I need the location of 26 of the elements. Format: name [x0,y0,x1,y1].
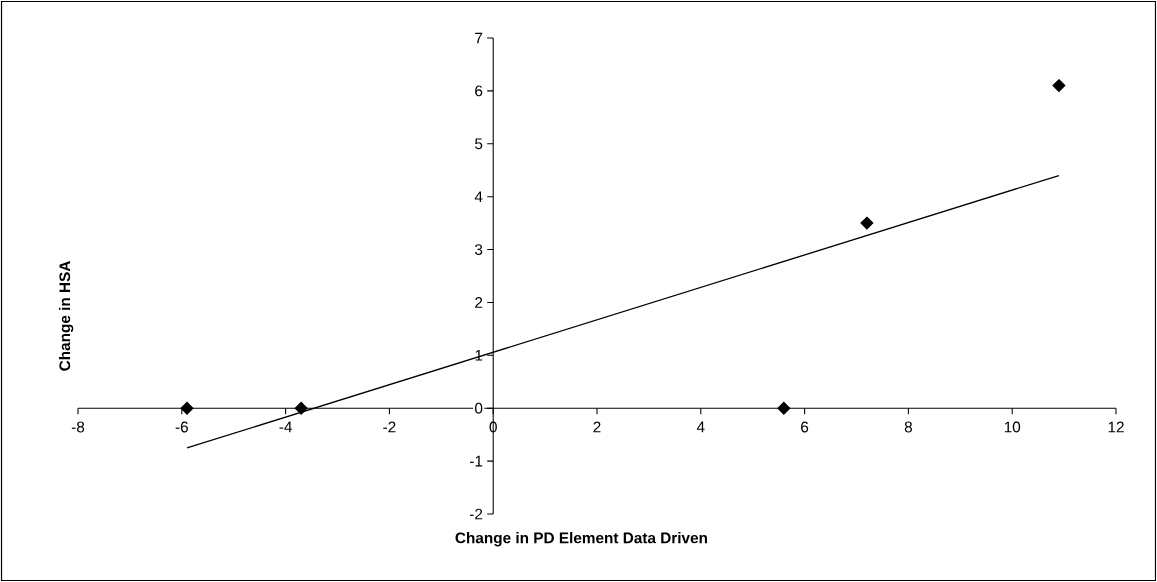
x-tick-label: -6 [175,421,188,433]
y-tick-label: 6 [475,85,483,97]
y-tick-label: 0 [475,402,483,414]
x-tick-label: -4 [279,421,292,433]
x-tick-label: 8 [904,421,912,433]
point [1052,79,1066,93]
x-tick-label: -8 [71,421,85,433]
x-axis-title: Change in PD Element Data Driven [455,532,707,547]
y-tick-label: 7 [475,32,483,44]
y-tick-label: 4 [474,191,483,202]
y-tick-label: 2 [475,297,483,308]
point [777,401,791,415]
y-tick-label: 3 [475,244,483,255]
y-axis-title: Change in HSA [58,261,74,371]
x-tick-label: 2 [593,421,601,433]
y-tick-label: -1 [469,455,483,467]
x-tick-label: 4 [696,421,705,433]
x-tick-label: 10 [1004,421,1021,433]
point [180,401,194,415]
y-tick-label: 5 [475,138,483,150]
x-tick-label: 6 [801,421,809,433]
y-tick-label: -2 [469,508,483,520]
x-tick-label: -2 [383,421,396,433]
point [294,401,308,415]
x-tick-label: 12 [1108,421,1124,433]
point [860,216,874,230]
